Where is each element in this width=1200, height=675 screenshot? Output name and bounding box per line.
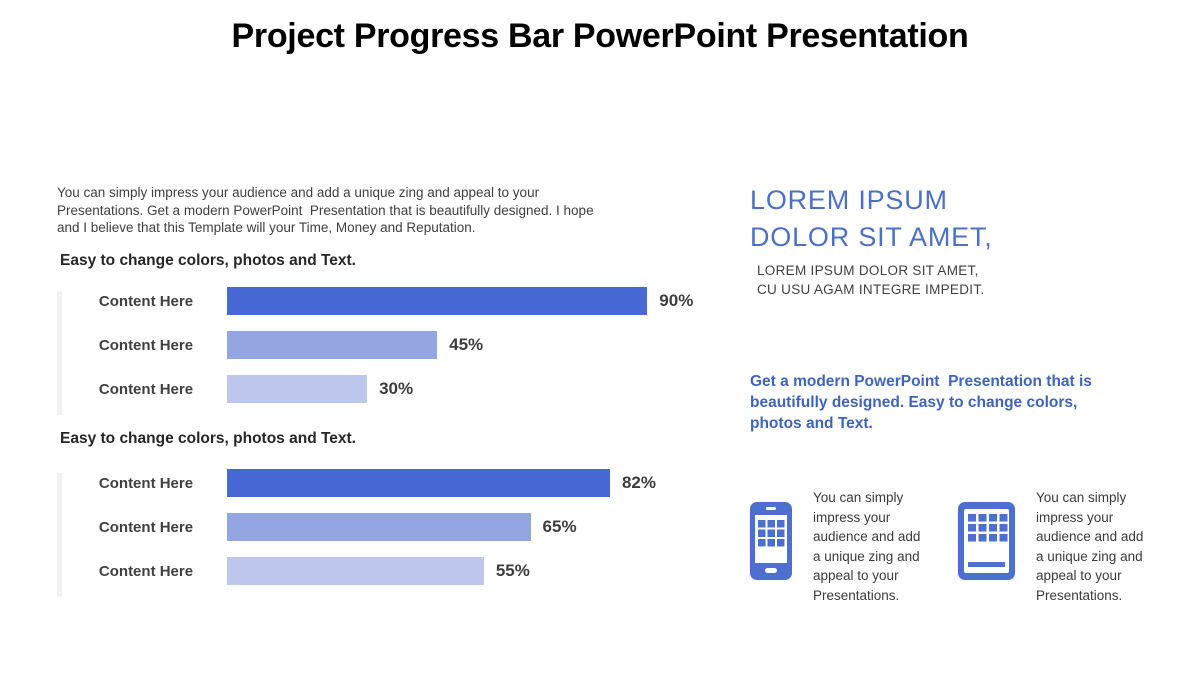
smartphone-icon xyxy=(750,502,792,585)
chart-bar xyxy=(227,513,531,541)
chart-value-label: 90% xyxy=(659,291,694,310)
chart-row: Content Here 30% xyxy=(65,375,765,403)
slide-title: Project Progress Bar PowerPoint Presenta… xyxy=(231,17,969,55)
lorem-subhead: LOREM IPSUM DOLOR SIT AMET, CU USU AGAM … xyxy=(757,263,985,297)
chart-bar xyxy=(227,469,610,497)
feature-text: You can simply impress your audience and… xyxy=(1036,490,1144,603)
chart-value-label: 30% xyxy=(379,379,414,398)
chart-bar xyxy=(227,557,484,585)
progress-bar-chart-1: Content Here 90% Content Here 45% Content He… xyxy=(57,287,765,419)
progress-bar-chart-2: Content Here 82% Content Here 65% Content He… xyxy=(57,469,765,601)
feature-list: You can simply impress your audience and… xyxy=(750,488,1143,605)
chart-row: Content Here 55% xyxy=(65,557,765,585)
chart-category-label: Content Here xyxy=(98,380,194,398)
chart-category-label: Content Here xyxy=(98,474,194,492)
chart-category-label: Content Here xyxy=(98,518,194,536)
chart-row: Content Here 65% xyxy=(65,513,765,541)
feature-item-tablet: You can simply impress your audience and… xyxy=(958,488,1143,605)
section-heading-1: Easy to change colors, photos and Text. xyxy=(60,252,356,269)
emphasis-paragraph: Get a modern PowerPoint Presentation tha… xyxy=(750,373,1092,432)
chart-value-label: 45% xyxy=(449,335,484,354)
chart-row: Content Here 90% xyxy=(65,287,765,315)
chart-value-label: 82% xyxy=(621,473,656,492)
chart-category-label: Content Here xyxy=(98,562,194,580)
chart-bar xyxy=(227,287,648,315)
chart-bar xyxy=(227,331,438,359)
feature-text: You can simply impress your audience and… xyxy=(813,490,921,603)
chart-category-label: Content Here xyxy=(98,292,194,310)
section-heading-2: Easy to change colors, photos and Text. xyxy=(60,430,356,447)
chart-category-label: Content Here xyxy=(98,336,194,354)
chart-row: Content Here 45% xyxy=(65,331,765,359)
feature-item-smartphone: You can simply impress your audience and… xyxy=(750,488,958,605)
tablet-icon xyxy=(958,502,1015,585)
chart-row: Content Here 82% xyxy=(65,469,765,497)
chart-bar xyxy=(227,375,368,403)
intro-paragraph: You can simply impress your audience and… xyxy=(57,185,594,235)
chart-value-label: 55% xyxy=(495,561,530,580)
chart-value-label: 65% xyxy=(542,517,577,536)
lorem-headline: LOREM IPSUM DOLOR SIT AMET, xyxy=(750,185,993,252)
